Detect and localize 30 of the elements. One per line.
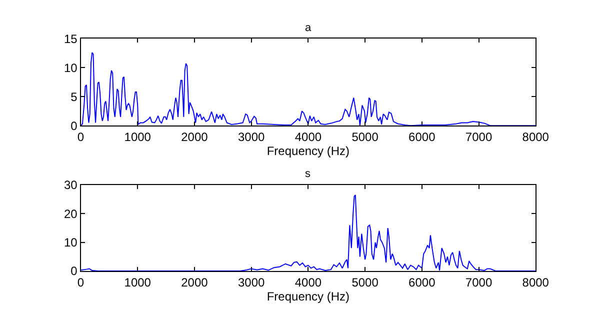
y-tick-label: 10	[64, 60, 78, 75]
y-tick-label: 5	[70, 90, 78, 104]
x-tick-label: 5000	[352, 130, 379, 144]
chart-title: a	[305, 22, 312, 34]
y-tick-label: 15	[64, 32, 78, 46]
x-axis-title: Frequency (Hz)	[266, 144, 350, 158]
x-tick-label: 3000	[238, 130, 266, 144]
x-tick-label: 6000	[408, 275, 436, 290]
x-axis-title: Frequency (Hz)	[266, 289, 350, 304]
x-tick-label: 3000	[238, 275, 266, 290]
y-tick-label: 0	[70, 264, 78, 278]
x-tick-label: 7000	[465, 275, 492, 290]
chart-title: s	[305, 168, 311, 180]
x-tick-label: 2000	[181, 275, 208, 290]
y-tick-label: 30	[64, 178, 78, 192]
x-tick-label: 4000	[294, 275, 322, 290]
x-tick-label: 8000	[522, 275, 550, 290]
x-tick-label: 1000	[124, 130, 152, 144]
x-tick-label: 4000	[294, 130, 322, 144]
x-tick-label: 6000	[408, 130, 436, 144]
x-tick-label: 7000	[465, 130, 492, 144]
y-tick-label: 0	[70, 118, 78, 133]
y-tick-label: 20	[64, 206, 78, 221]
x-tick-label: 5000	[352, 275, 379, 290]
x-tick-label: 8000	[522, 130, 550, 144]
y-tick-label: 10	[64, 236, 78, 250]
x-tick-label: 1000	[124, 275, 152, 290]
line-series	[80, 194, 536, 272]
x-tick-label: 2000	[181, 130, 208, 144]
line-series	[80, 52, 536, 126]
